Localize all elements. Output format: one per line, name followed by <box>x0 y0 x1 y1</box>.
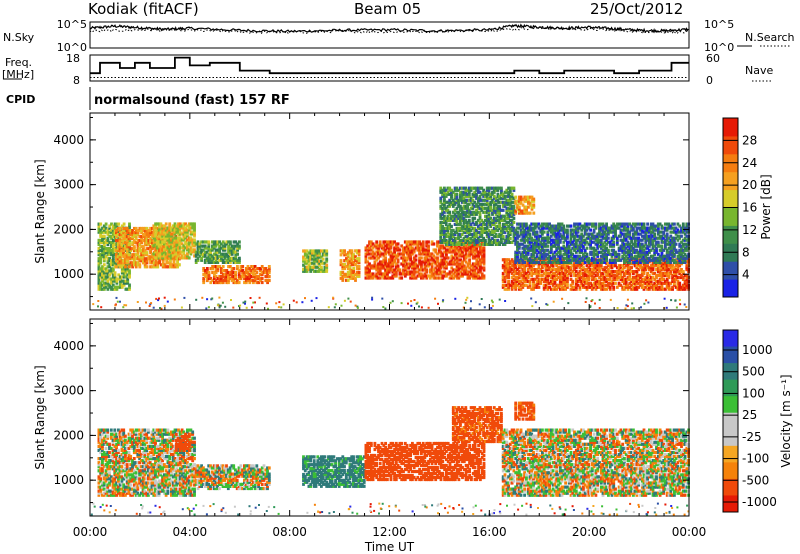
time-axis-tick-label: 04:00 <box>173 525 208 539</box>
velocity-colorbar-swatch <box>723 330 738 348</box>
power-colorbar-tick-label: 12 <box>742 223 757 237</box>
time-axis-tick-label: 08:00 <box>272 525 307 539</box>
power-colorbar-tick-label: 24 <box>742 156 757 170</box>
frequency-step-line <box>90 56 689 75</box>
velocity-colorbar-frame <box>722 329 739 513</box>
velocity-colorbar-tick-label: -25 <box>742 430 762 444</box>
power-colorbar-tick-label: 20 <box>742 178 757 192</box>
velocity-colorbar-swatch <box>723 379 738 397</box>
nave-label: Nave <box>745 64 774 77</box>
velocity-colorbar-swatch <box>723 462 738 480</box>
velocity-colorbar-swatch <box>723 346 738 364</box>
noise-ytick-right: 10^5 <box>704 18 734 31</box>
station-title: Kodiak (fitACF) <box>88 0 199 18</box>
velocity-colorbar-swatch <box>723 495 738 513</box>
date-title: 25/Oct/2012 <box>590 0 684 18</box>
velocity-colorbar-tick-label: -500 <box>742 473 769 487</box>
power-ylabel: Slant Range [km] <box>33 159 47 263</box>
velocity-ytick-label: 2000 <box>53 428 84 442</box>
velocity-colorbar-tick-label: 1000 <box>742 343 773 357</box>
power-colorbar-swatch <box>723 118 738 137</box>
velocity-ylabel: Slant Range [km] <box>33 365 47 469</box>
power-colorbar-swatch <box>723 135 738 155</box>
velocity-heatmap-cells <box>90 401 690 516</box>
beam-title: Beam 05 <box>354 0 422 18</box>
time-axis-label: Time UT <box>364 540 415 554</box>
velocity-colorbar-swatch <box>723 412 738 430</box>
velocity-colorbar-tick-label: -100 <box>742 452 769 466</box>
freq-panel-frame <box>89 54 690 82</box>
noise-ytick-right: 10^0 <box>704 41 734 54</box>
power-ytick-label: 4000 <box>53 133 84 147</box>
nsearch-label: N.Search <box>745 31 795 44</box>
cpid-label: CPID <box>6 93 36 106</box>
velocity-colorbar-swatch <box>723 429 738 447</box>
time-axis-tick-label: 20:00 <box>572 525 607 539</box>
power-colorbar-swatch <box>723 261 738 280</box>
noise-ytick-left: 10^5 <box>57 18 87 31</box>
freq-label: Freq. <box>5 56 33 69</box>
velocity-ytick-label: 4000 <box>53 339 84 353</box>
time-axis-tick-label: 12:00 <box>372 525 407 539</box>
freq-ytick-left: 18 <box>66 52 80 65</box>
noise-series-line <box>89 23 689 34</box>
velocity-ytick-label: 1000 <box>53 473 84 487</box>
power-ytick-label: 3000 <box>53 178 84 192</box>
time-axis-tick-label: 00:00 <box>672 525 707 539</box>
power-colorbar-tick-label: 28 <box>742 133 757 147</box>
power-colorbar-tick-label: 8 <box>742 245 750 259</box>
power-colorbar-swatch <box>723 171 738 191</box>
nave-ytick-right: 60 <box>706 52 720 65</box>
noise-ytick-left: 10^0 <box>57 41 87 54</box>
nave-ytick-right: 0 <box>706 74 713 87</box>
power-ytick-label: 1000 <box>53 267 84 281</box>
power-colorbar-swatch <box>723 207 738 226</box>
nsky-label: N.Sky <box>3 31 35 44</box>
power-colorbar-swatch <box>723 189 738 208</box>
time-axis-tick-label: 00:00 <box>73 525 108 539</box>
velocity-colorbar-swatch <box>723 445 738 463</box>
time-axis-tick-label: 16:00 <box>472 525 507 539</box>
power-colorbar-swatch <box>723 279 738 298</box>
velocity-colorbar-label: Velocity [m s⁻¹] <box>779 374 793 467</box>
power-heatmap-cells <box>92 186 690 310</box>
velocity-colorbar-swatch <box>723 396 738 414</box>
power-ytick-label: 2000 <box>53 222 84 236</box>
velocity-ytick-label: 3000 <box>53 384 84 398</box>
velocity-colorbar-tick-label: 500 <box>742 365 765 379</box>
velocity-colorbar-tick-label: 25 <box>742 408 757 422</box>
velocity-colorbar-tick-label: 100 <box>742 386 765 400</box>
freq-unit-label: [MHz] <box>2 68 35 81</box>
power-colorbar-tick-label: 16 <box>742 201 757 215</box>
cpid-text: normalsound (fast) 157 RF <box>94 93 290 108</box>
noise-series-line <box>89 25 688 35</box>
noise-panel-frame <box>89 21 690 49</box>
freq-ytick-left: 8 <box>73 74 80 87</box>
power-colorbar-swatch <box>723 225 738 244</box>
power-colorbar-label: Power [dB] <box>759 174 773 239</box>
power-colorbar-tick-label: 4 <box>742 268 750 282</box>
velocity-colorbar-tick-label: -1000 <box>742 495 777 509</box>
velocity-colorbar-swatch <box>723 478 738 496</box>
